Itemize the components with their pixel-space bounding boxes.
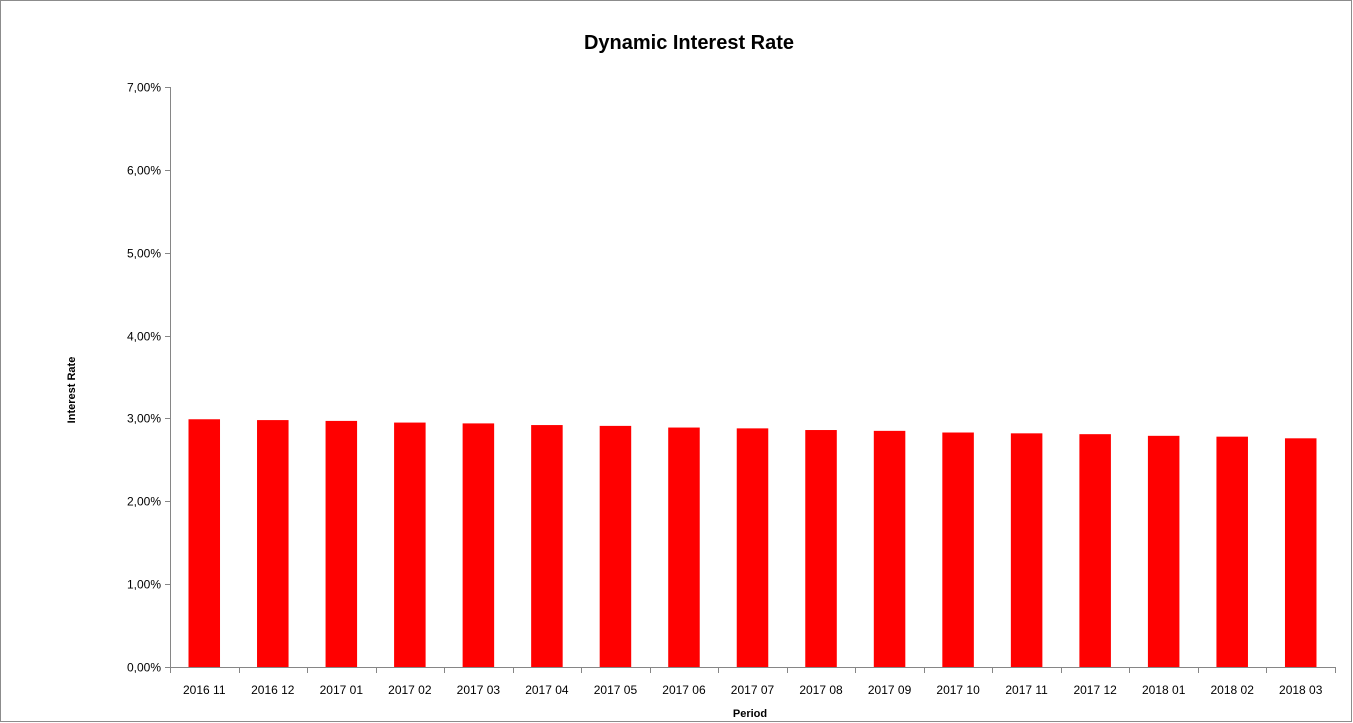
x-axis-ticks: 2016 11 2016 12 2017 01 2017 02 2017 03 2017 … bbox=[170, 667, 1336, 697]
bar-2017-06 bbox=[668, 427, 700, 667]
bar-2018-03 bbox=[1284, 438, 1317, 667]
bar-2017-05 bbox=[599, 425, 632, 667]
bar-2017-10 bbox=[942, 432, 974, 667]
x-tick-label: 2017 05 bbox=[594, 683, 638, 697]
bar-2016-11 bbox=[188, 419, 221, 667]
x-tick-label: 2017 04 bbox=[525, 683, 569, 697]
x-tick-label: 2017 01 bbox=[320, 683, 364, 697]
x-tick-label: 2017 02 bbox=[388, 683, 432, 697]
x-tick-label: 2017 09 bbox=[868, 683, 912, 697]
x-tick-label: 2017 07 bbox=[731, 683, 775, 697]
x-tick-label: 2017 11 bbox=[1005, 683, 1048, 697]
bar-2017-02 bbox=[394, 422, 426, 667]
x-tick-label: 2018 03 bbox=[1279, 683, 1323, 697]
y-tick-label: 4,00% bbox=[127, 330, 161, 344]
y-tick-label: 6,00% bbox=[127, 164, 161, 178]
bar-2017-08 bbox=[805, 430, 837, 667]
bar-2016-12 bbox=[257, 420, 289, 667]
x-tick-label: 2016 12 bbox=[251, 683, 295, 697]
y-tick-label: 0,00% bbox=[127, 661, 161, 675]
bar-2017-12 bbox=[1079, 434, 1111, 667]
bar-2018-01 bbox=[1147, 435, 1180, 667]
x-tick-label: 2017 12 bbox=[1073, 683, 1117, 697]
bars bbox=[188, 419, 1317, 667]
x-tick-label: 2017 03 bbox=[457, 683, 501, 697]
bar-2017-07 bbox=[736, 428, 769, 667]
y-tick-label: 1,00% bbox=[127, 578, 161, 592]
chart-title: Dynamic Interest Rate bbox=[584, 32, 794, 54]
y-tick-label: 2,00% bbox=[127, 495, 161, 509]
bar-2017-11 bbox=[1010, 433, 1043, 667]
bar-2017-04 bbox=[531, 425, 563, 667]
x-tick-label: 2016 11 bbox=[183, 683, 226, 697]
x-tick-label: 2017 06 bbox=[662, 683, 706, 697]
y-axis-title: Interest Rate bbox=[66, 357, 78, 424]
bar-2017-03 bbox=[462, 423, 495, 667]
y-tick-label: 7,00% bbox=[127, 81, 161, 95]
y-axis-ticks: 0,00% 1,00% 2,00% 3,00% 4,00% 5,00% 6,00% 7,00% bbox=[127, 81, 170, 675]
x-tick-label: 2018 02 bbox=[1211, 683, 1255, 697]
x-tick-label: 2018 01 bbox=[1142, 683, 1186, 697]
x-axis-title: Period bbox=[733, 708, 767, 720]
x-tick-label: 2017 10 bbox=[936, 683, 980, 697]
x-tick-label: 2017 08 bbox=[799, 683, 843, 697]
y-tick-label: 3,00% bbox=[127, 412, 161, 426]
bar-2017-09 bbox=[873, 430, 906, 667]
y-tick-label: 5,00% bbox=[127, 247, 161, 261]
bar-2018-02 bbox=[1216, 436, 1248, 667]
bar-2017-01 bbox=[325, 420, 358, 667]
